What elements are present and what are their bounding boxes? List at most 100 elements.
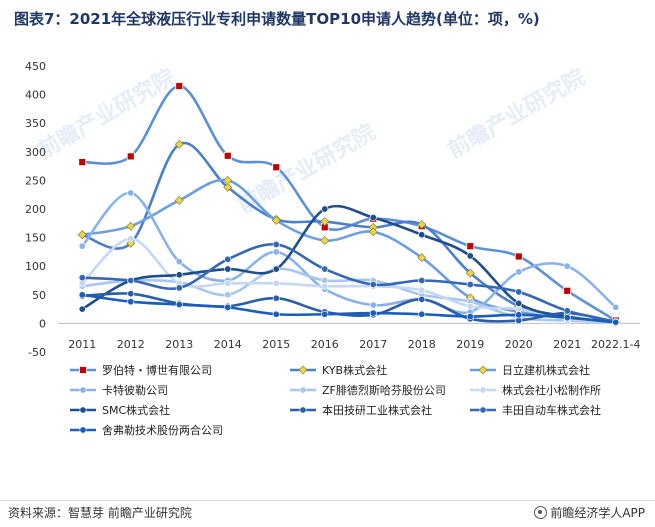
legend-label: KYB株式会社: [322, 363, 387, 377]
legend-swatch-marker: [79, 406, 87, 414]
data-point: [272, 265, 280, 273]
data-point: [418, 231, 426, 239]
data-point: [466, 242, 475, 251]
data-point: [126, 152, 135, 161]
y-tick-label: 50: [32, 289, 46, 302]
data-point: [272, 240, 280, 248]
data-point: [418, 310, 426, 318]
legend-label: 本田技研工业株式会社: [322, 403, 432, 417]
data-point: [175, 284, 183, 292]
data-point: [612, 318, 620, 326]
data-point: [369, 214, 377, 222]
data-point: [272, 163, 281, 172]
legend-label: SMC株式会社: [102, 403, 170, 417]
data-point: [78, 291, 86, 299]
legend-label: 株式会社小松制作所: [502, 383, 601, 397]
watermark-text: 前瞻产业研究院: [233, 119, 379, 219]
legend-item: 本田技研工业株式会社: [290, 403, 432, 417]
data-point: [78, 274, 86, 282]
data-point: [175, 271, 183, 279]
x-tick-label: 2017: [359, 338, 387, 351]
x-tick-label: 2016: [311, 338, 339, 351]
x-tick-label: 2021: [553, 338, 581, 351]
series-group: [78, 204, 620, 326]
data-point: [368, 227, 378, 237]
y-tick-label: 150: [25, 232, 46, 245]
legend-label: 舍弗勒技术股份两合公司: [102, 423, 223, 437]
data-point: [369, 309, 377, 317]
data-point: [223, 182, 233, 192]
legend-item: 日立建机株式会社: [470, 363, 590, 377]
data-point: [272, 248, 280, 256]
legend-label: ZF腓德烈斯哈芬股份公司: [322, 383, 446, 397]
data-point: [272, 310, 280, 318]
data-point: [175, 82, 184, 90]
y-tick-label: 200: [25, 203, 46, 216]
data-point: [418, 295, 426, 303]
data-point: [320, 217, 330, 227]
x-tick-label: 2015: [262, 338, 290, 351]
data-point: [417, 253, 427, 263]
legend-label: 日立建机株式会社: [502, 363, 590, 377]
data-point: [224, 265, 232, 273]
data-point: [175, 301, 183, 309]
data-point: [465, 268, 475, 278]
data-point: [321, 205, 329, 213]
series-line: [80, 141, 618, 324]
data-point: [223, 175, 233, 185]
legend-item: 株式会社小松制作所: [470, 383, 601, 397]
data-point: [224, 255, 232, 263]
x-tick-label: 2012: [117, 338, 145, 351]
y-tick-label: 350: [25, 117, 46, 130]
data-point: [272, 294, 280, 302]
y-tick-label: 100: [25, 260, 46, 273]
y-tick-label: -50: [28, 346, 46, 359]
data-point: [321, 310, 329, 318]
x-tick-label: 2020: [505, 338, 533, 351]
data-point: [127, 290, 135, 298]
data-point: [224, 291, 232, 299]
x-tick-label: 2019: [456, 338, 484, 351]
brand-logo-icon: [534, 506, 548, 519]
series-group: [78, 291, 620, 326]
legend-swatch-marker: [478, 365, 488, 375]
y-tick-label: 250: [25, 174, 46, 187]
x-tick-label: 2022.1-4: [591, 338, 640, 351]
data-point: [127, 235, 135, 243]
data-point: [418, 286, 426, 294]
legend-item: KYB株式会社: [290, 363, 387, 377]
data-point: [515, 268, 523, 276]
data-point: [272, 279, 280, 287]
legend-swatch-marker: [479, 386, 487, 394]
data-point: [563, 262, 571, 270]
data-point: [418, 276, 426, 284]
y-tick-label: 0: [39, 317, 46, 330]
chart-title: 图表7：2021年全球液压行业专利申请数量TOP10申请人趋势(单位：项，%): [14, 10, 540, 28]
data-point: [224, 303, 232, 311]
series-group: [78, 82, 620, 325]
data-point: [320, 236, 330, 245]
x-tick-label: 2011: [68, 338, 96, 351]
legend-swatch-marker: [298, 365, 308, 375]
legend-swatch-marker: [299, 406, 307, 414]
data-point: [515, 311, 523, 319]
legend-swatch-marker: [79, 426, 87, 434]
y-tick-label: 300: [25, 146, 46, 159]
data-point: [271, 216, 281, 225]
data-point: [174, 139, 184, 149]
legend-item: 舍弗勒技术股份两合公司: [70, 423, 223, 437]
data-point: [563, 314, 571, 322]
legend-swatch-marker: [79, 386, 87, 394]
legend-item: 丰田自动车株式会社: [470, 403, 601, 417]
data-point: [417, 220, 427, 229]
data-point: [612, 303, 620, 311]
data-point: [514, 252, 523, 261]
data-point: [126, 221, 136, 231]
x-tick-label: 2013: [165, 338, 193, 351]
legend-item: SMC株式会社: [70, 403, 170, 417]
data-point: [224, 279, 232, 287]
brand-mark: 前瞻经济学人APP: [534, 504, 645, 521]
data-point: [466, 313, 474, 321]
data-point: [321, 265, 329, 273]
data-point: [369, 281, 377, 289]
